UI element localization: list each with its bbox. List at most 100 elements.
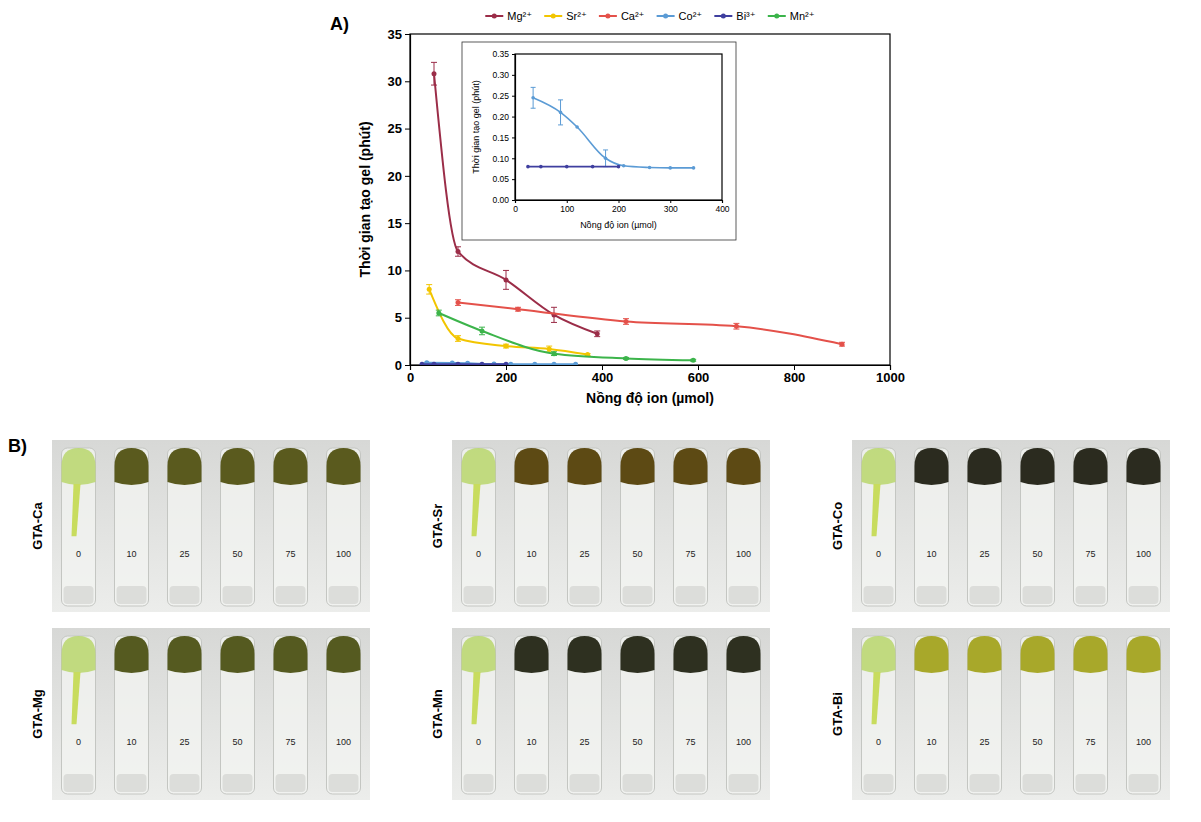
tick: 0.05: [492, 174, 515, 184]
legend-marker: [774, 14, 779, 19]
vial-content: [1021, 448, 1055, 485]
tick: 400: [715, 200, 729, 214]
vial: 25: [968, 636, 1002, 794]
plot-frame: [410, 34, 890, 365]
vial-tube: [968, 448, 1002, 606]
tick: 0.25: [492, 91, 515, 101]
vial: 75: [674, 636, 708, 794]
tick-label: 600: [688, 370, 710, 385]
vial-content: [862, 636, 896, 673]
marker: [648, 166, 652, 170]
tick-label: 0.10: [492, 154, 509, 164]
vial-tube: [621, 448, 655, 606]
vial-content: [1021, 636, 1055, 673]
marker: [508, 362, 513, 365]
vial-content: [62, 448, 96, 485]
vial-base: [170, 774, 200, 792]
vial-base: [970, 586, 1000, 604]
concentration-label: 0: [476, 549, 481, 559]
vial-content: [327, 636, 361, 673]
vial-base: [329, 774, 359, 792]
vial-base: [570, 586, 600, 604]
vial-content: [62, 636, 96, 673]
vial-base: [917, 586, 947, 604]
concentration-label: 10: [926, 737, 936, 747]
marker: [526, 165, 530, 169]
error-bar: [551, 352, 557, 356]
concentration-label: 50: [232, 549, 242, 559]
vial: 75: [674, 448, 708, 606]
marker: [456, 336, 461, 341]
vial-base: [1129, 774, 1159, 792]
tick-label: 0.30: [492, 70, 509, 80]
vial-content: [674, 636, 708, 673]
tick-mark: [512, 54, 515, 55]
vial: 75: [274, 448, 308, 606]
tick-mark: [405, 318, 410, 319]
tick-label: 30: [388, 74, 402, 89]
vial-content: [968, 636, 1002, 673]
photo-panel: GTA-Bi010255075100: [830, 628, 1170, 800]
vial-content: [674, 448, 708, 485]
vial-base: [170, 586, 200, 604]
marker: [456, 300, 461, 305]
vial-content: [115, 636, 149, 673]
concentration-label: 0: [876, 737, 881, 747]
tick-mark: [567, 200, 568, 203]
error-bar: [515, 307, 521, 311]
inset-chart: 01002003004000.000.050.100.150.200.250.3…: [462, 42, 736, 240]
vial-tube: [115, 448, 149, 606]
vial-tube: [1074, 636, 1108, 794]
concentration-label: 10: [126, 549, 136, 559]
vial-content: [515, 636, 549, 673]
tick-mark: [670, 200, 671, 203]
vial-tube: [221, 636, 255, 794]
tick-label: 20: [388, 169, 402, 184]
error-bar: [603, 150, 608, 167]
photo-panel: GTA-Ca010255075100: [30, 440, 370, 612]
series: [526, 165, 620, 169]
concentration-label: 25: [579, 549, 589, 559]
tick: 100: [560, 200, 574, 214]
panel-label: B): [8, 436, 27, 456]
photo-label: GTA-Co: [830, 502, 845, 550]
vial: 0: [62, 448, 96, 606]
vial-base: [329, 586, 359, 604]
error-bar: [479, 327, 485, 335]
vial-base: [623, 586, 653, 604]
tick: 0.30: [492, 70, 515, 80]
vial: 100: [727, 448, 761, 606]
legend-item: Mn²⁺: [768, 10, 815, 22]
concentration-label: 10: [526, 737, 536, 747]
legend-item: Sr²⁺: [544, 10, 587, 22]
vial: 10: [515, 636, 549, 794]
vial-content: [462, 448, 496, 485]
series: [426, 285, 590, 357]
vial-tube: [1127, 636, 1161, 794]
legend-marker: [551, 14, 556, 19]
photo-panel: GTA-Mg010255075100: [30, 628, 370, 800]
concentration-label: 100: [1136, 737, 1151, 747]
vial-tube: [1127, 448, 1161, 606]
vial-content: [1127, 448, 1161, 485]
tick: 0: [395, 358, 410, 373]
marker: [573, 362, 578, 365]
tick: 35: [388, 27, 410, 42]
vial: 75: [1074, 448, 1108, 606]
marker: [624, 356, 629, 361]
concentration-label: 0: [476, 737, 481, 747]
axis-line: [512, 55, 516, 201]
vial-content: [568, 448, 602, 485]
marker: [532, 362, 537, 365]
series: [420, 362, 509, 365]
marker: [692, 166, 696, 170]
vial-tube: [327, 448, 361, 606]
vial: 50: [621, 448, 655, 606]
series-line: [533, 98, 693, 168]
tick-mark: [405, 270, 410, 271]
marker: [622, 164, 626, 168]
marker: [552, 362, 557, 365]
vial-tube: [62, 636, 96, 794]
concentration-label: 25: [179, 737, 189, 747]
vial-base: [1129, 586, 1159, 604]
